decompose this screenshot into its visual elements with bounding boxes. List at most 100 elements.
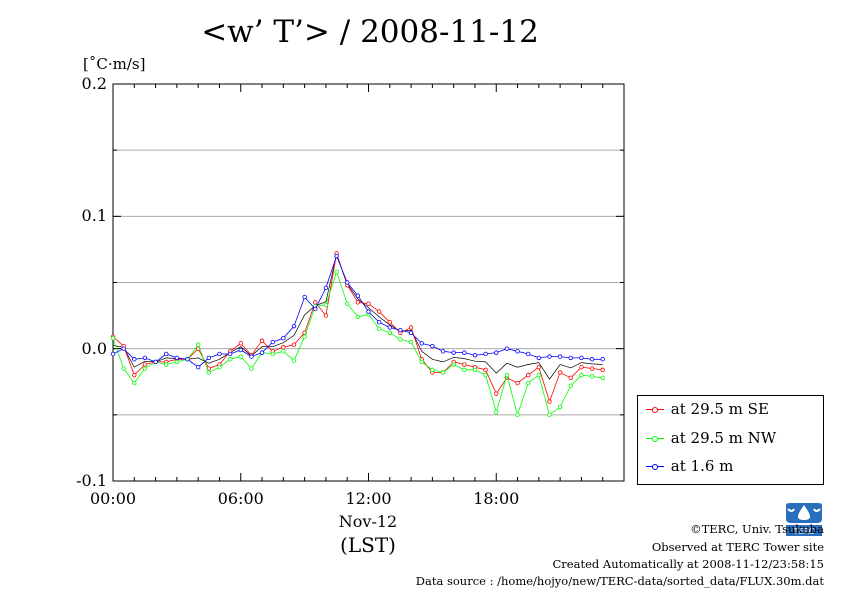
data-point — [206, 355, 212, 361]
data-point — [281, 335, 286, 341]
legend-item-1-6m: at 1.6 m — [644, 457, 733, 479]
data-point — [238, 347, 243, 353]
data-point — [249, 354, 254, 359]
data-point — [323, 313, 329, 318]
data-point — [547, 399, 552, 404]
data-point — [419, 359, 424, 365]
data-point — [494, 409, 499, 415]
data-point — [121, 366, 126, 371]
data-point — [525, 351, 531, 357]
footer-created: Created Automatically at 2008-11-12/23:5… — [552, 557, 825, 571]
legend-label: at 1.6 m — [670, 457, 734, 475]
data-point — [132, 372, 137, 378]
data-point — [153, 359, 158, 365]
data-point — [408, 330, 414, 335]
data-point — [313, 300, 318, 305]
data-point — [462, 367, 467, 373]
data-point — [600, 367, 605, 373]
data-point — [536, 372, 542, 378]
data-point — [430, 343, 435, 349]
data-point — [472, 367, 478, 373]
data-point — [494, 391, 499, 396]
data-point — [291, 358, 297, 363]
data-point — [334, 269, 339, 275]
data-point — [568, 383, 573, 388]
connector-line — [112, 253, 603, 380]
data-point — [323, 285, 329, 290]
logo-text: TERC — [793, 527, 815, 536]
data-point — [227, 357, 233, 362]
data-point — [291, 323, 297, 329]
data-point — [579, 372, 584, 378]
data-point — [419, 341, 424, 346]
data-point — [132, 380, 137, 386]
legend-marker-icon — [644, 434, 666, 444]
data-point — [259, 350, 265, 355]
data-point — [366, 301, 371, 306]
data-point — [323, 302, 329, 308]
data-point — [227, 351, 233, 357]
series-lines — [110, 251, 605, 418]
data-point — [291, 342, 297, 347]
data-point — [387, 325, 392, 330]
y-tick-label: 0.0 — [81, 338, 107, 358]
terc-logo-icon: TERC — [786, 503, 822, 536]
data-point — [121, 346, 126, 351]
legend-item-se: at 29.5 m SE — [644, 400, 769, 422]
data-point — [387, 320, 392, 325]
data-point — [568, 375, 573, 380]
data-point — [579, 355, 584, 361]
data-point — [483, 367, 488, 373]
legend-marker-icon — [644, 462, 666, 472]
legend-label: at 29.5 m NW — [670, 429, 777, 447]
data-point — [206, 370, 212, 375]
data-point — [174, 355, 180, 361]
y-axis-unit-label: [˚C·m/s] — [83, 55, 146, 73]
data-point — [164, 351, 169, 357]
series-0 — [110, 251, 605, 404]
gridlines — [113, 149, 624, 416]
data-point — [270, 351, 275, 357]
data-point — [451, 362, 456, 367]
data-point — [270, 339, 275, 345]
data-point — [110, 351, 116, 357]
data-point — [174, 359, 180, 365]
data-point — [185, 357, 190, 362]
data-point — [259, 338, 265, 343]
series-2 — [110, 253, 605, 370]
data-point — [345, 301, 350, 306]
data-point — [355, 300, 361, 305]
data-point — [217, 351, 222, 357]
data-point — [430, 367, 435, 373]
data-point — [600, 357, 605, 362]
data-point — [302, 334, 307, 339]
data-point — [164, 362, 169, 367]
data-point — [281, 345, 286, 350]
legend-label: at 29.5 m SE — [670, 400, 769, 418]
chart-title: <w’ T’> / 2008-11-12 — [201, 14, 539, 50]
data-point — [557, 404, 563, 410]
data-point — [195, 342, 201, 347]
legend-item-nw: at 29.5 m NW — [644, 429, 776, 451]
data-point — [345, 280, 350, 285]
data-point — [142, 366, 148, 371]
data-point — [589, 366, 595, 371]
data-point — [600, 375, 605, 380]
data-point — [142, 362, 148, 367]
data-point — [408, 325, 414, 330]
data-point — [536, 355, 542, 361]
data-point — [525, 372, 531, 378]
data-point — [195, 364, 201, 370]
data-point — [142, 355, 148, 361]
data-point — [398, 337, 403, 342]
data-point — [281, 349, 286, 354]
data-point — [238, 341, 243, 346]
footer-source: Data source : /home/hojyo/new/TERC-data/… — [415, 574, 824, 588]
series-1 — [110, 269, 605, 418]
series-line — [112, 253, 603, 403]
x-tick-label: 06:00 — [217, 489, 264, 508]
data-point — [547, 354, 552, 359]
footer-observed: Observed at TERC Tower site — [651, 540, 824, 554]
data-point — [504, 372, 510, 378]
